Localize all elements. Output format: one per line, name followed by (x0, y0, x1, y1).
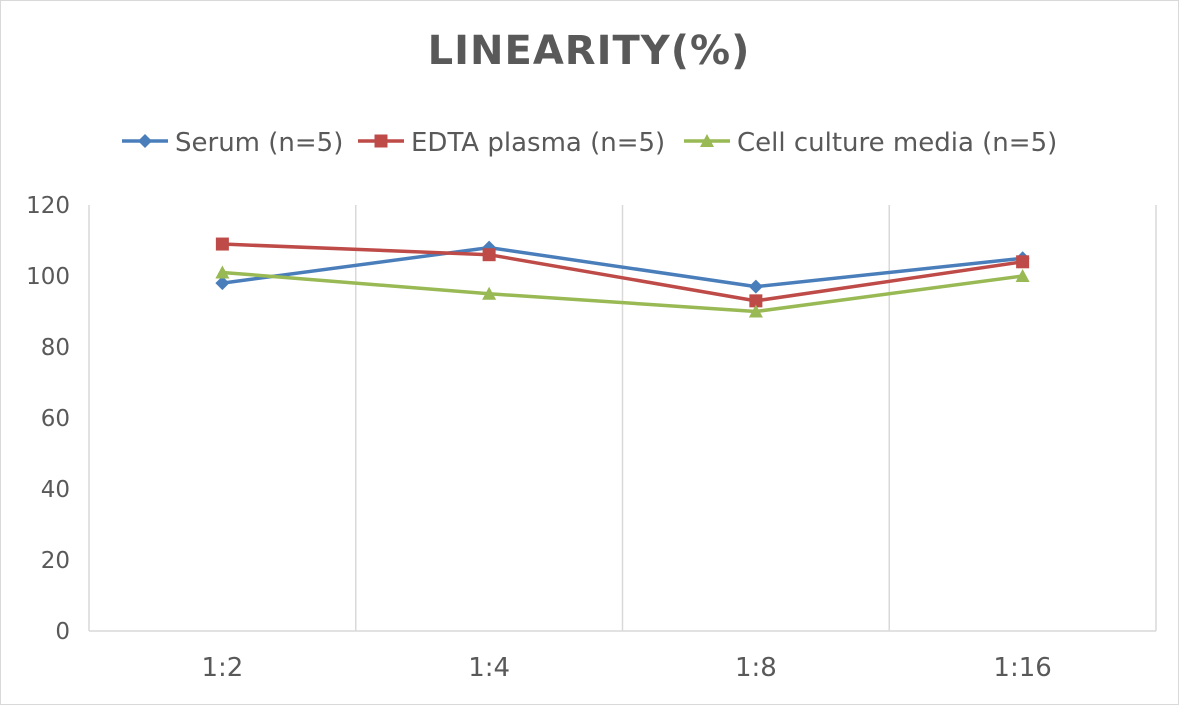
legend-item: Cell culture media (n=5) (684, 128, 1057, 158)
data-point-square (749, 294, 763, 308)
gridlines (88, 205, 1157, 631)
data-point-triangle (748, 304, 763, 318)
x-tick-label: 1:8 (735, 653, 777, 683)
series-line (222, 242, 1023, 303)
chart-title: LINEARITY(%) (428, 28, 751, 74)
legend: Serum (n=5) EDTA plasma (n=5) Cell culture… (122, 128, 1057, 158)
series-cell (215, 265, 1030, 318)
legend-item: EDTA plasma (n=5) (358, 128, 665, 158)
axes: 0 20 40 60 80 100 120 1:2 1:4 1:8 1:16 (26, 193, 1156, 683)
legend-label: EDTA plasma (n=5) (411, 128, 665, 158)
data-point-square (482, 248, 496, 262)
legend-marker-triangle (700, 134, 714, 147)
y-tick-label: 120 (26, 193, 70, 219)
y-tick-label: 40 (41, 477, 70, 503)
data-point-square (215, 237, 229, 251)
legend-marker-diamond (138, 134, 152, 148)
series-layer (215, 237, 1030, 318)
series-line (222, 270, 1023, 314)
y-tick-label: 100 (26, 264, 70, 290)
data-point-diamond (748, 279, 763, 294)
x-tick-label: 1:4 (468, 653, 510, 683)
y-tick-label: 60 (41, 406, 70, 432)
y-tick-label: 80 (41, 335, 70, 361)
legend-label: Cell culture media (n=5) (737, 128, 1057, 158)
legend-marker-square (374, 134, 388, 148)
series-line (222, 245, 1023, 289)
y-tick-label: 0 (55, 619, 70, 645)
data-point-diamond (215, 276, 230, 291)
x-tick-label: 1:2 (201, 653, 243, 683)
data-point-triangle (482, 286, 497, 300)
data-point-triangle (215, 265, 230, 279)
series-edta (215, 237, 1030, 308)
y-tick-label: 20 (41, 548, 70, 574)
legend-label: Serum (n=5) (175, 128, 343, 158)
data-point-triangle (1015, 269, 1030, 282)
legend-item: Serum (n=5) (122, 128, 343, 158)
x-tick-label: 1:16 (993, 653, 1051, 683)
data-point-square (1016, 255, 1030, 269)
